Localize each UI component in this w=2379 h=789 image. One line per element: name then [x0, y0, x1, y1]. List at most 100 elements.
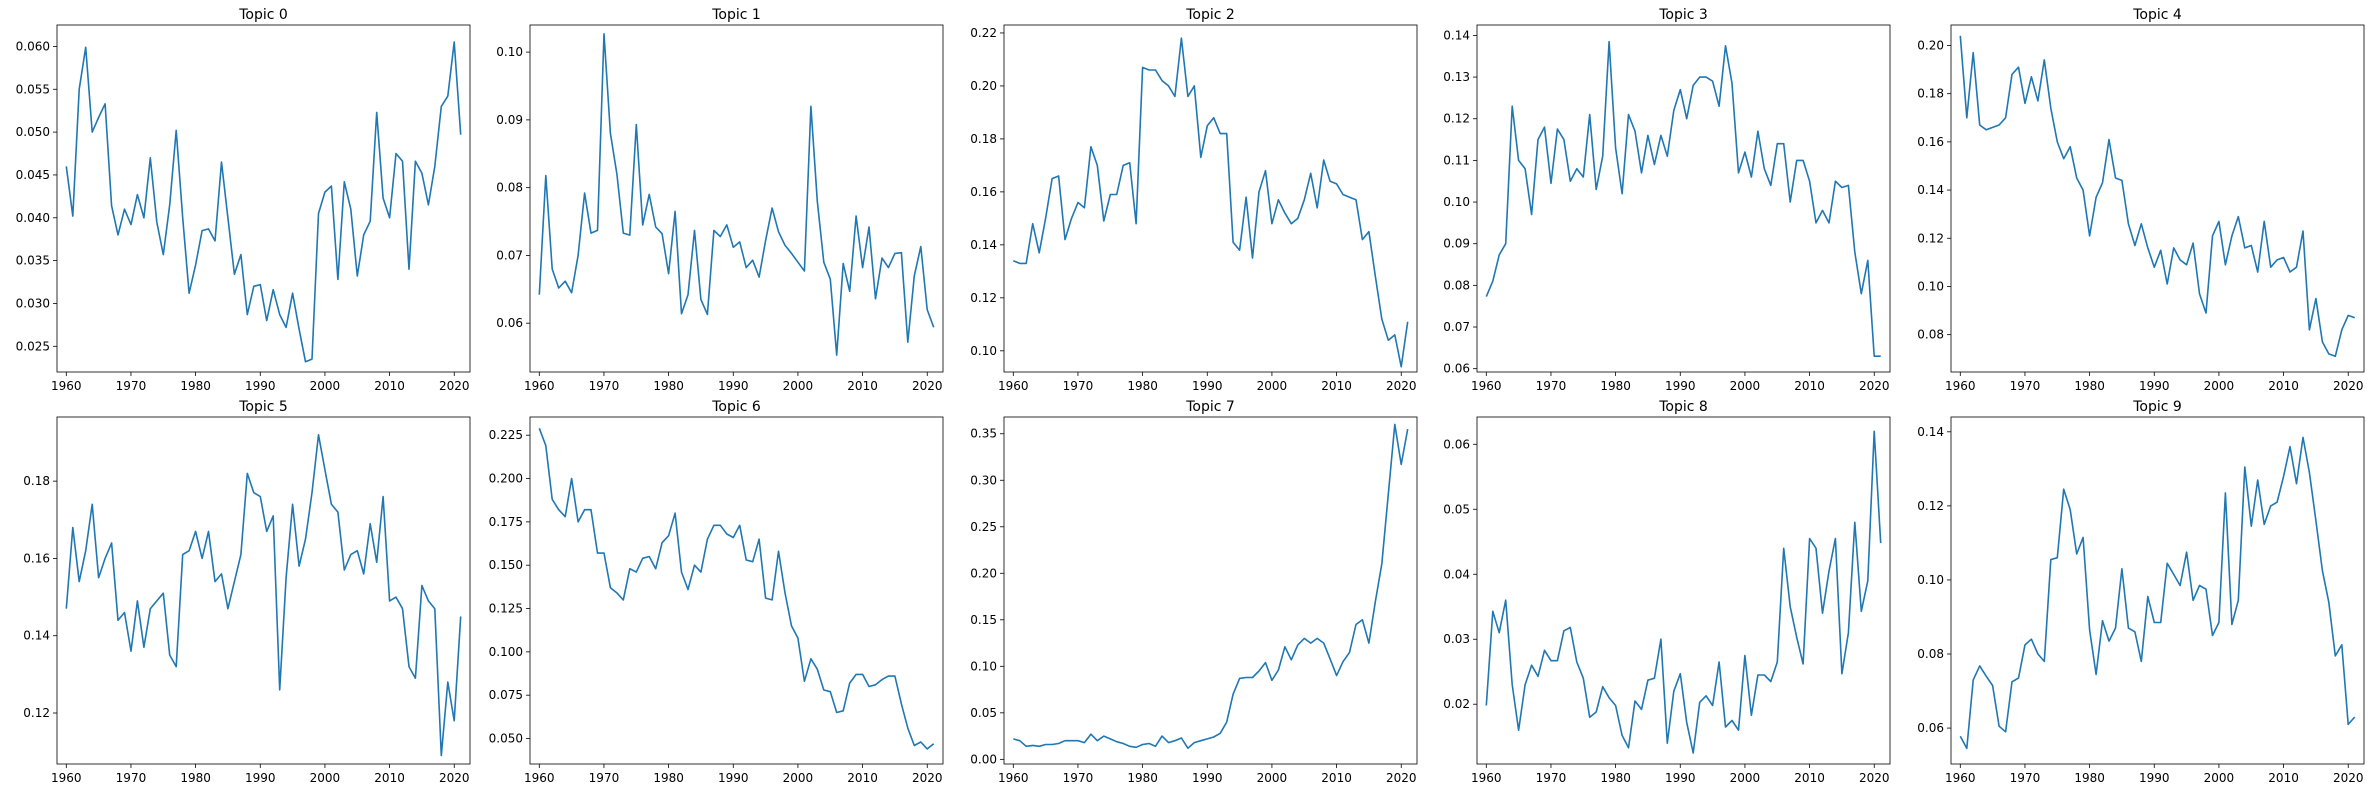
- x-tick-label: 1980: [180, 771, 211, 785]
- y-tick-label: 0.20: [1917, 38, 1944, 52]
- y-tick-label: 0.06: [1443, 362, 1470, 376]
- y-tick-label: 0.16: [970, 185, 997, 199]
- x-tick-label: 1960: [51, 771, 82, 785]
- x-tick-label: 1990: [2139, 771, 2170, 785]
- chart-panel-topic-7: Topic 7 0.00 0.05 0.10 0.15 0.20 0.25 0.30 0.35 1…: [970, 399, 1418, 785]
- x-tick-label: 2020: [439, 771, 470, 785]
- y-tick-label: 0.16: [1917, 135, 1944, 149]
- y-tick-label: 0.18: [1917, 87, 1944, 101]
- chart-panel-topic-4: Topic 4 0.08 0.10 0.12 0.14 0.16 0.18 0.20 1960 1…: [1917, 7, 2365, 393]
- plot-frame: [1950, 24, 2365, 373]
- y-tick-label: 0.09: [1443, 237, 1470, 251]
- series-line-topic-1: [538, 32, 935, 356]
- x-tick-label: 1990: [245, 771, 276, 785]
- chart-panel-topic-6: Topic 6 0.050 0.075 0.100 0.125 0.150 0.175 0.2…: [489, 399, 944, 785]
- plot-frame: [1950, 416, 2365, 765]
- series-line-topic-0: [65, 41, 462, 363]
- x-tick-label: 1980: [1600, 379, 1631, 393]
- x-tick-label: 2010: [374, 771, 405, 785]
- x-tick-label: 2010: [374, 379, 405, 393]
- y-tick-label: 0.200: [489, 472, 523, 486]
- chart-title: Topic 2: [1185, 7, 1235, 23]
- x-tick-label: 1960: [1945, 379, 1976, 393]
- x-tick-label: 2010: [1794, 771, 1825, 785]
- x-tick-label: 1970: [116, 771, 147, 785]
- y-tick-label: 0.225: [489, 428, 523, 442]
- x-tick-label: 1960: [998, 379, 1029, 393]
- y-tick-label: 0.14: [970, 238, 997, 252]
- y-tick-label: 0.030: [16, 296, 50, 310]
- y-tick-label: 0.14: [1443, 28, 1470, 42]
- plot-frame: [529, 416, 944, 765]
- y-tick-label: 0.05: [1443, 502, 1470, 516]
- x-tick-label: 1990: [1665, 379, 1696, 393]
- y-tick-label: 0.16: [23, 551, 50, 565]
- y-tick-label: 0.20: [970, 79, 997, 93]
- y-tick-label: 0.02: [1443, 697, 1470, 711]
- plot-frame: [56, 416, 471, 765]
- chart-panel-topic-0: Topic 0 0.025 0.030 0.035 0.040 0.045 0.050 0.0…: [16, 7, 471, 393]
- chart-panel-topic-9: Topic 9 0.06 0.08 0.10 0.12 0.14 1960 1970 1980 1…: [1917, 399, 2365, 785]
- x-tick-label: 2000: [2204, 771, 2235, 785]
- x-tick-label: 2010: [1321, 771, 1352, 785]
- series-line-topic-9: [1959, 436, 2356, 750]
- y-tick-label: 0.00: [970, 752, 997, 766]
- x-tick-label: 2020: [2333, 379, 2364, 393]
- x-tick-label: 2010: [2268, 379, 2299, 393]
- x-tick-label: 2000: [1257, 379, 1288, 393]
- y-tick-label: 0.08: [496, 181, 523, 195]
- x-tick-label: 1980: [2074, 771, 2105, 785]
- y-tick-label: 0.175: [489, 515, 523, 529]
- x-tick-label: 2020: [439, 379, 470, 393]
- x-tick-label: 1990: [2139, 379, 2170, 393]
- y-tick-label: 0.06: [1917, 721, 1944, 735]
- series-line-topic-7: [1013, 423, 1409, 750]
- y-tick-label: 0.100: [489, 645, 523, 659]
- x-tick-label: 2010: [847, 379, 878, 393]
- x-tick-label: 2010: [847, 771, 878, 785]
- y-tick-label: 0.125: [489, 602, 523, 616]
- x-tick-label: 1980: [653, 379, 684, 393]
- x-tick-label: 2010: [2268, 771, 2299, 785]
- plot-frame: [1003, 416, 1418, 765]
- series-line-topic-2: [1012, 37, 1409, 368]
- y-tick-label: 0.040: [16, 211, 50, 225]
- y-tick-label: 0.07: [496, 248, 523, 262]
- plot-frame: [1003, 24, 1418, 373]
- x-tick-label: 2010: [1794, 379, 1825, 393]
- x-tick-label: 2000: [310, 771, 341, 785]
- series-line-topic-4: [1959, 35, 2355, 358]
- plot-frame: [1476, 24, 1891, 373]
- y-tick-label: 0.05: [970, 706, 997, 720]
- y-tick-label: 0.050: [489, 732, 523, 746]
- x-tick-label: 2000: [1257, 771, 1288, 785]
- chart-title: Topic 4: [2132, 7, 2182, 23]
- chart-title: Topic 7: [1185, 399, 1235, 415]
- y-tick-label: 0.14: [1917, 183, 1944, 197]
- x-tick-label: 2020: [1386, 771, 1417, 785]
- y-tick-label: 0.12: [1443, 112, 1470, 126]
- x-tick-label: 1970: [2010, 379, 2041, 393]
- x-tick-label: 1970: [1063, 771, 1094, 785]
- y-tick-label: 0.06: [496, 316, 523, 330]
- y-tick-label: 0.10: [970, 344, 997, 358]
- y-tick-label: 0.10: [1443, 195, 1470, 209]
- x-tick-label: 1990: [718, 771, 749, 785]
- chart-panel-topic-2: Topic 2 0.10 0.12 0.14 0.16 0.18 0.20 0.22 1960 1…: [970, 7, 1418, 393]
- x-tick-label: 1990: [1192, 379, 1223, 393]
- x-tick-label: 1980: [180, 379, 211, 393]
- y-tick-label: 0.20: [970, 566, 997, 580]
- x-tick-label: 1970: [1536, 379, 1567, 393]
- y-tick-label: 0.08: [1443, 278, 1470, 292]
- plot-frame: [56, 24, 471, 373]
- y-tick-label: 0.14: [23, 629, 50, 643]
- x-tick-label: 1980: [1127, 771, 1158, 785]
- y-tick-label: 0.04: [1443, 567, 1470, 581]
- x-tick-label: 1960: [524, 771, 555, 785]
- y-tick-label: 0.12: [1917, 499, 1944, 513]
- x-tick-label: 1980: [653, 771, 684, 785]
- x-tick-label: 1970: [1536, 771, 1567, 785]
- x-tick-label: 2020: [2333, 771, 2364, 785]
- chart-panel-topic-5: Topic 5 0.12 0.14 0.16 0.18 1960 1970 1980 1990 2…: [23, 399, 471, 785]
